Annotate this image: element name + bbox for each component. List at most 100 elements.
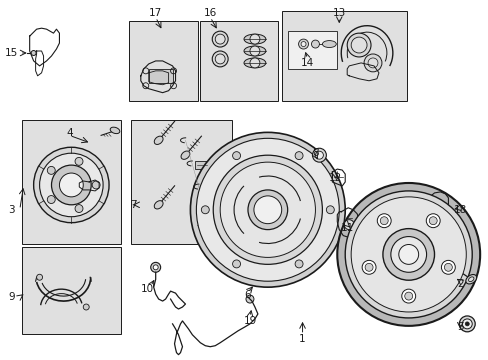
Circle shape: [253, 196, 281, 224]
Circle shape: [215, 54, 224, 64]
Circle shape: [232, 260, 240, 268]
Text: 14: 14: [300, 58, 313, 68]
Circle shape: [390, 237, 426, 272]
Text: 4: 4: [66, 129, 73, 138]
Circle shape: [367, 58, 377, 68]
Bar: [148, 69, 172, 83]
Ellipse shape: [244, 46, 265, 56]
Text: 5: 5: [456, 322, 463, 332]
Ellipse shape: [181, 151, 189, 159]
Circle shape: [47, 166, 55, 174]
Text: 12: 12: [328, 173, 341, 183]
Circle shape: [346, 33, 370, 57]
Text: 16: 16: [203, 8, 217, 18]
Circle shape: [344, 220, 353, 230]
Bar: [131, 121, 232, 244]
Ellipse shape: [465, 275, 476, 284]
Circle shape: [464, 322, 468, 326]
Circle shape: [92, 181, 100, 189]
Circle shape: [441, 260, 454, 274]
Circle shape: [311, 40, 319, 48]
Circle shape: [196, 138, 339, 281]
Circle shape: [428, 217, 436, 225]
Circle shape: [312, 148, 325, 162]
Text: 15: 15: [5, 48, 19, 58]
Circle shape: [325, 206, 334, 214]
Circle shape: [150, 262, 161, 272]
Circle shape: [345, 191, 471, 318]
Text: 8: 8: [311, 148, 318, 158]
Circle shape: [380, 217, 387, 225]
Circle shape: [51, 165, 91, 205]
Circle shape: [365, 263, 372, 271]
Ellipse shape: [244, 58, 265, 68]
Text: 7: 7: [130, 200, 137, 210]
Circle shape: [362, 260, 375, 274]
Circle shape: [364, 54, 381, 72]
Circle shape: [190, 132, 345, 287]
Circle shape: [426, 214, 439, 228]
Ellipse shape: [244, 34, 265, 44]
Bar: [195, 221, 209, 229]
Circle shape: [75, 204, 83, 212]
Ellipse shape: [154, 136, 163, 144]
Text: 1: 1: [299, 334, 305, 344]
Text: 9: 9: [8, 292, 15, 302]
Circle shape: [350, 37, 366, 53]
Circle shape: [301, 41, 305, 46]
Circle shape: [444, 263, 451, 271]
Circle shape: [294, 152, 303, 159]
Circle shape: [220, 162, 315, 257]
Circle shape: [153, 265, 158, 270]
Circle shape: [60, 173, 83, 197]
Text: 6: 6: [244, 290, 251, 300]
Ellipse shape: [468, 277, 473, 282]
Bar: [21, 121, 121, 244]
Circle shape: [212, 31, 228, 47]
Circle shape: [31, 50, 36, 55]
Circle shape: [315, 151, 323, 159]
Circle shape: [40, 153, 103, 217]
Circle shape: [298, 39, 308, 49]
Text: 11: 11: [340, 222, 353, 233]
Circle shape: [425, 210, 431, 216]
Bar: [200, 21, 277, 100]
Bar: [281, 11, 406, 100]
Circle shape: [404, 292, 412, 300]
Text: 3: 3: [8, 205, 15, 215]
Circle shape: [212, 51, 228, 67]
Circle shape: [37, 274, 42, 280]
Text: 18: 18: [453, 205, 466, 215]
Ellipse shape: [249, 58, 259, 68]
Circle shape: [83, 304, 89, 310]
Bar: [129, 21, 198, 100]
Circle shape: [213, 155, 322, 264]
Text: 2: 2: [456, 279, 463, 289]
Circle shape: [382, 229, 434, 280]
Circle shape: [47, 195, 55, 203]
Text: 10: 10: [141, 284, 154, 294]
Circle shape: [350, 197, 466, 312]
Ellipse shape: [110, 127, 120, 134]
Circle shape: [75, 157, 83, 165]
Bar: [195, 161, 209, 169]
Bar: [21, 247, 121, 334]
Circle shape: [461, 319, 471, 329]
Circle shape: [247, 190, 287, 230]
Ellipse shape: [154, 201, 163, 209]
Circle shape: [294, 260, 303, 268]
Text: 13: 13: [332, 8, 345, 18]
Circle shape: [458, 316, 474, 332]
Ellipse shape: [249, 46, 259, 56]
Circle shape: [215, 34, 224, 44]
Bar: [287, 31, 337, 69]
Circle shape: [401, 289, 415, 303]
Circle shape: [245, 295, 253, 303]
Circle shape: [34, 147, 109, 223]
Circle shape: [398, 244, 418, 264]
Ellipse shape: [322, 41, 336, 48]
Text: 17: 17: [149, 8, 162, 18]
Circle shape: [201, 206, 209, 214]
Circle shape: [232, 152, 240, 159]
Ellipse shape: [249, 34, 259, 44]
